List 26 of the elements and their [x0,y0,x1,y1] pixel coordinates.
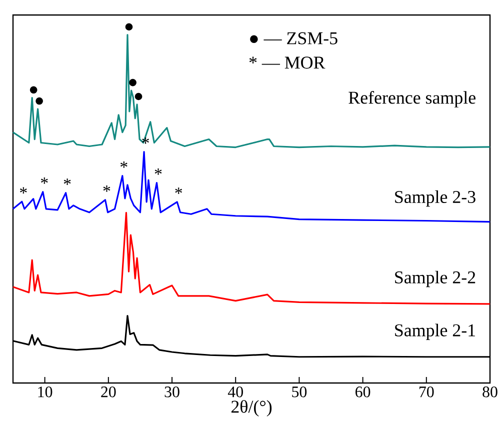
annotation: * [120,162,128,168]
annotation: * [20,187,27,194]
series-label: Sample 2-3 [395,190,476,207]
x-tick-label: 60 [356,386,370,398]
annotation: * [40,178,48,184]
annotation: ● [36,97,43,105]
x-tick-label: 30 [164,386,180,398]
x-tick-label: 10 [38,386,52,398]
text: Reference sample [348,90,476,108]
x-tick-label: 70 [419,386,434,398]
annotation: ● [125,23,133,30]
x-tick-label: 50 [292,386,307,398]
annotation: * [64,178,71,185]
annotation: ● [134,92,142,100]
x-tick-label: 20 [101,386,116,398]
series-label: Sample 2-2 [395,270,476,288]
annotation: * [103,186,110,192]
series-label: Sample 2-1 [395,324,475,340]
annotation: ● [30,86,38,94]
annotation: ● — ZSM-5 [250,32,338,44]
x-axis-title: 2θ/(°) [231,400,272,416]
annotation: * — MOR [249,56,326,69]
annotation: * [175,188,182,194]
x-tick-label: 40 [228,386,243,398]
annotation: * [154,168,162,175]
x-tick-label: 80 [482,386,498,398]
